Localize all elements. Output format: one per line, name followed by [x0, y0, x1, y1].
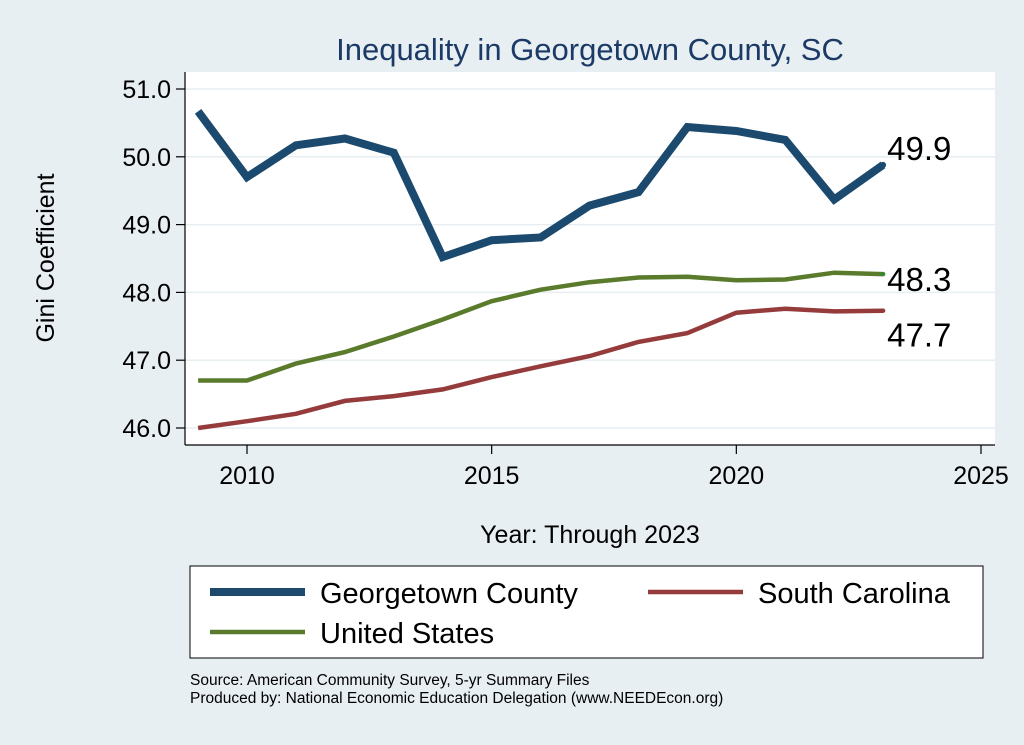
y-tick-label: 49.0 [122, 212, 171, 240]
legend-box [189, 565, 984, 659]
series-line-united-states [198, 270, 884, 383]
end-labels: 49.9 47.7 48.3 [887, 130, 951, 354]
produced-by-text: Produced by: National Economic Education… [190, 690, 724, 707]
legend-label-georgetown-county: Georgetown County [320, 578, 578, 610]
x-tick-label: 2015 [464, 462, 520, 490]
y-tick-label: 47.0 [122, 347, 171, 375]
legend: Georgetown County South Carolina United St… [189, 565, 984, 659]
y-tick-label: 51.0 [122, 76, 171, 104]
legend-label-united-states: United States [320, 618, 494, 650]
series-line-south-carolina [197, 306, 884, 431]
series-lines [194, 109, 887, 431]
plot-area [185, 72, 995, 445]
end-label-united-states: 48.3 [887, 261, 951, 298]
legend-label-south-carolina: South Carolina [758, 578, 951, 610]
x-tick-label: 2020 [709, 462, 765, 490]
end-label-georgetown-county: 49.9 [887, 130, 951, 167]
series-end-point [880, 308, 886, 313]
y-tick-label: 46.0 [122, 415, 171, 443]
chart-title: Inequality in Georgetown County, SC [336, 32, 844, 67]
x-axis-label: Year: Through 2023 [480, 521, 700, 549]
y-tick-label: 48.0 [122, 279, 171, 307]
x-tick-label: 2025 [953, 462, 1009, 490]
y-axis-label: Gini Coefficient [32, 173, 60, 342]
source-notes: Source: American Community Survey, 5-yr … [190, 672, 723, 708]
series-end-point [880, 271, 886, 277]
series-line-georgetown-county [194, 109, 886, 263]
x-tick-label: 2010 [219, 462, 275, 490]
y-tick-label: 50.0 [122, 144, 171, 172]
end-label-south-carolina: 47.7 [887, 317, 951, 354]
source-text: Source: American Community Survey, 5-yr … [190, 672, 590, 689]
series-end-point [880, 161, 887, 168]
axes: 46.0 47.0 48.0 49.0 50.0 51.0 2010 2015 2020 2025 [122, 72, 1009, 490]
